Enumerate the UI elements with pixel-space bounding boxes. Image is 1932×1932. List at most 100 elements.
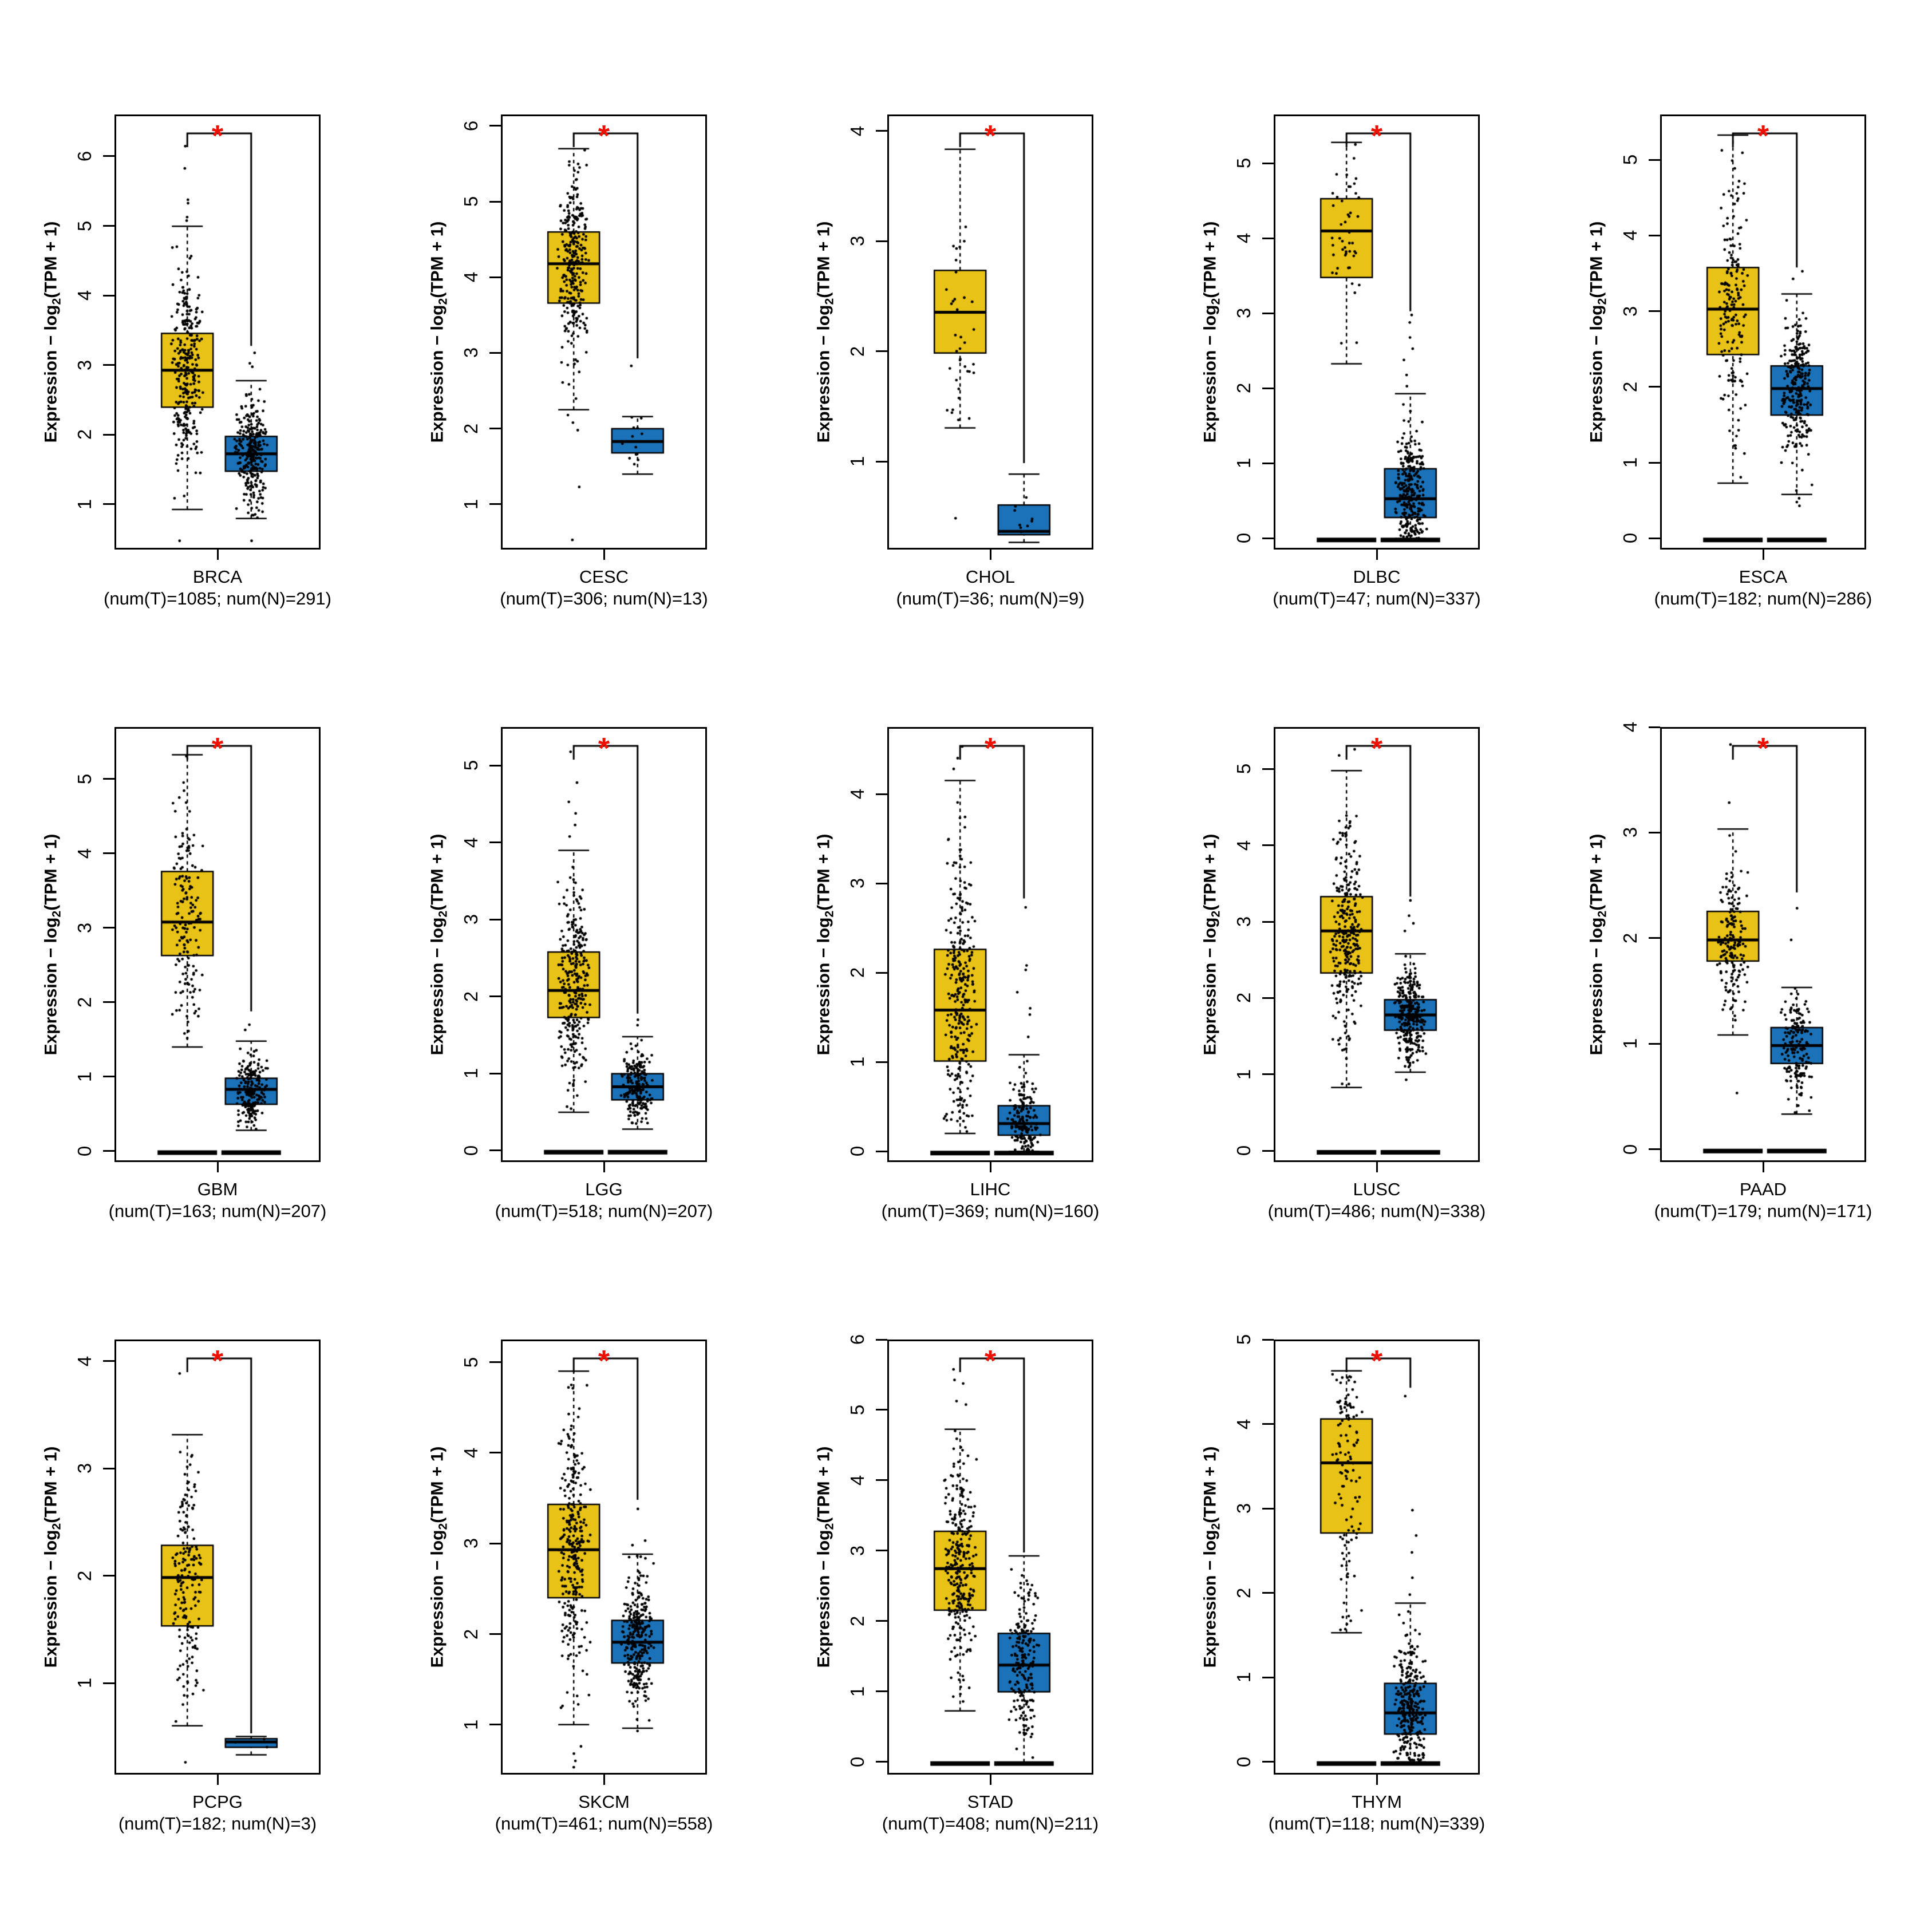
y-tick-label: 2	[460, 1629, 481, 1639]
y-tick-label: 1	[74, 1678, 95, 1689]
y-tick-label: 5	[74, 773, 95, 785]
y-tick-mark	[876, 1620, 887, 1622]
y-tick-mark	[876, 460, 887, 463]
panel-caption-cancer: LIHC	[970, 1179, 1011, 1199]
y-tick-mark	[489, 503, 501, 505]
y-tick-mark	[1262, 1423, 1274, 1425]
x-axis-tick	[1376, 1775, 1378, 1785]
y-axis-label-suffix: (TPM + 1)	[1200, 1446, 1220, 1523]
plot-area	[501, 114, 709, 551]
y-axis-label: Expression − log2(TPM + 1)	[815, 222, 837, 443]
y-tick-label: 5	[460, 196, 481, 207]
y-tick-label: 4	[460, 271, 481, 283]
y-tick-label: 1	[460, 1068, 481, 1079]
panel-caption-cancer: CHOL	[965, 567, 1016, 587]
y-tick-mark	[103, 927, 114, 929]
y-tick-label: 0	[460, 1145, 481, 1156]
y-tick-label: 3	[847, 236, 868, 247]
y-axis-label-prefix: Expression − log	[41, 305, 61, 443]
y-axis-label-suffix: (TPM + 1)	[814, 1446, 833, 1523]
y-tick-label: 1	[1233, 458, 1254, 469]
y-tick-label: 0	[1233, 1145, 1254, 1156]
y-tick-mark	[1649, 159, 1660, 161]
y-axis-label-suffix: (TPM + 1)	[814, 833, 833, 911]
y-axis-label-sub: 2	[436, 910, 450, 918]
panel-caption-cancer: CESC	[579, 567, 629, 587]
y-tick-mark	[876, 1690, 887, 1693]
y-axis-label-suffix: (TPM + 1)	[1587, 221, 1606, 298]
y-tick-label: 5	[460, 1357, 481, 1368]
boxplot-canvas	[503, 1341, 709, 1776]
panel-caption-counts: (num(T)=408; num(N)=211)	[882, 1814, 1099, 1834]
plot-area	[501, 727, 709, 1164]
y-tick-mark	[103, 225, 114, 227]
panel-caption-cancer: GBM	[197, 1179, 238, 1199]
boxplot-canvas	[116, 1341, 322, 1776]
boxplot-canvas	[1662, 116, 1868, 551]
y-tick-label: 2	[460, 423, 481, 434]
y-tick-mark	[103, 852, 114, 855]
y-tick-mark	[1262, 237, 1274, 239]
y-tick-label: 4	[74, 848, 95, 859]
y-axis-label: Expression − log2(TPM + 1)	[42, 1447, 64, 1668]
y-tick-label: 4	[847, 125, 868, 137]
y-tick-label: 4	[74, 290, 95, 301]
y-tick-mark	[1262, 1761, 1274, 1763]
y-tick-mark	[876, 1338, 887, 1341]
y-tick-label: 6	[460, 120, 481, 131]
y-tick-label: 3	[1619, 306, 1641, 317]
y-tick-label: 1	[1619, 1038, 1641, 1049]
y-axis-label: Expression − log2(TPM + 1)	[428, 834, 451, 1056]
y-tick-label: 0	[1619, 532, 1641, 544]
y-tick-mark	[103, 155, 114, 157]
y-tick-label: 1	[460, 499, 481, 509]
y-tick-label: 3	[1233, 308, 1254, 319]
plot-area	[887, 114, 1095, 551]
y-tick-label: 4	[1233, 1419, 1254, 1429]
x-axis-tick	[1376, 1162, 1378, 1172]
y-tick-mark	[1649, 831, 1660, 833]
y-axis-label-prefix: Expression − log	[428, 1530, 447, 1668]
y-tick-mark	[1262, 162, 1274, 164]
y-axis-label-prefix: Expression − log	[1200, 1530, 1220, 1668]
y-tick-label: 3	[74, 1463, 95, 1474]
y-tick-mark	[489, 125, 501, 127]
y-tick-label: 2	[1619, 933, 1641, 944]
y-tick-mark	[489, 1724, 501, 1726]
y-tick-mark	[489, 918, 501, 920]
y-tick-mark	[489, 841, 501, 844]
y-axis-label: Expression − log2(TPM + 1)	[815, 834, 837, 1056]
boxplot-canvas	[1275, 1341, 1481, 1776]
plot-area	[887, 1340, 1095, 1776]
panel-caption-cancer: LGG	[585, 1179, 623, 1199]
y-tick-mark	[489, 1072, 501, 1074]
panel-caption-cancer: PCPG	[192, 1792, 243, 1812]
y-tick-mark	[1649, 537, 1660, 539]
plot-area	[1274, 727, 1481, 1164]
y-tick-label: 0	[1233, 1756, 1254, 1768]
y-tick-label: 1	[847, 456, 868, 467]
plot-area	[887, 727, 1095, 1164]
y-tick-label: 6	[74, 151, 95, 162]
y-tick-label: 4	[1233, 233, 1254, 244]
y-tick-mark	[489, 428, 501, 430]
y-tick-mark	[1649, 1148, 1660, 1151]
y-tick-mark	[489, 1542, 501, 1544]
panel-caption-counts: (num(T)=461; num(N)=558)	[495, 1814, 713, 1834]
x-axis-tick	[1762, 1162, 1764, 1172]
y-tick-mark	[1649, 726, 1660, 728]
y-tick-label: 0	[847, 1146, 868, 1157]
y-tick-label: 5	[460, 760, 481, 771]
y-tick-mark	[1262, 387, 1274, 389]
y-tick-label: 2	[1619, 381, 1641, 392]
y-axis-label-sub: 2	[823, 298, 836, 305]
y-axis-label-sub: 2	[1595, 298, 1609, 305]
y-tick-label: 3	[847, 878, 868, 889]
y-tick-label: 5	[1233, 1334, 1254, 1345]
y-tick-mark	[103, 364, 114, 366]
y-tick-label: 6	[847, 1334, 868, 1345]
panel-caption-cancer: PAAD	[1739, 1179, 1787, 1199]
panel-caption-counts: (num(T)=518; num(N)=207)	[495, 1201, 713, 1221]
y-tick-label: 3	[460, 347, 481, 358]
